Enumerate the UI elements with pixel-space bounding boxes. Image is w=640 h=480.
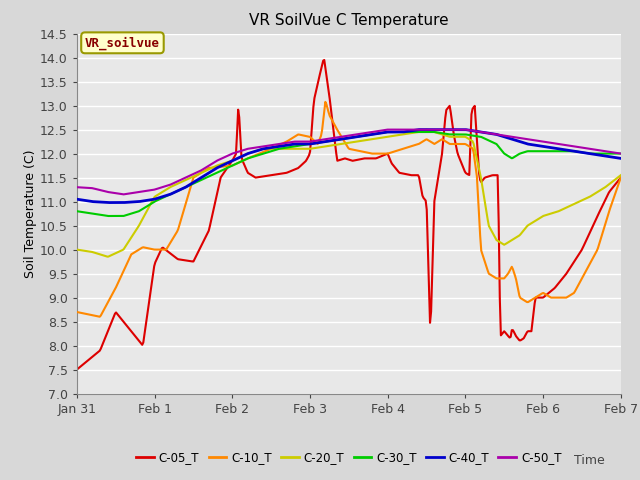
Title: VR SoilVue C Temperature: VR SoilVue C Temperature (249, 13, 449, 28)
Text: VR_soilvue: VR_soilvue (85, 36, 160, 49)
Y-axis label: Soil Temperature (C): Soil Temperature (C) (24, 149, 37, 278)
Text: Time: Time (574, 454, 605, 467)
Legend: C-05_T, C-10_T, C-20_T, C-30_T, C-40_T, C-50_T: C-05_T, C-10_T, C-20_T, C-30_T, C-40_T, … (131, 446, 566, 469)
